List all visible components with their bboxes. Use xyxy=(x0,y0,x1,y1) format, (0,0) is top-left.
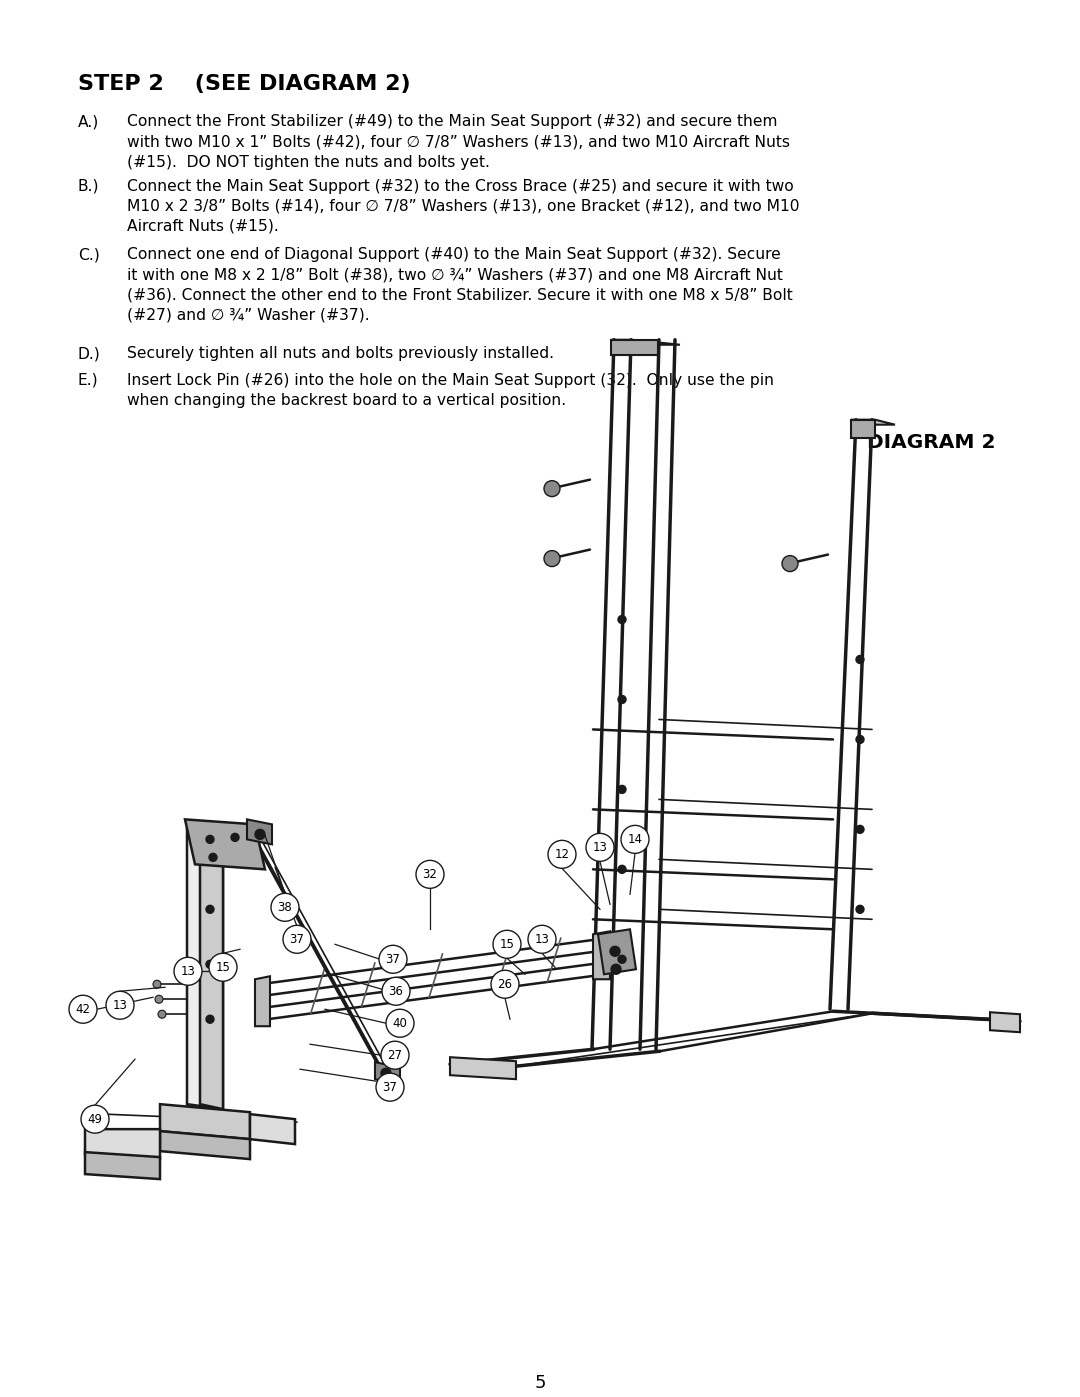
Circle shape xyxy=(156,995,163,1003)
Text: B.): B.) xyxy=(78,179,99,194)
Text: 42: 42 xyxy=(76,1003,91,1016)
Circle shape xyxy=(610,946,620,957)
Circle shape xyxy=(544,550,561,567)
Text: STEP 2    (SEE DIAGRAM 2): STEP 2 (SEE DIAGRAM 2) xyxy=(78,74,410,94)
Polygon shape xyxy=(85,1129,160,1160)
Circle shape xyxy=(153,981,161,988)
Text: 13: 13 xyxy=(593,841,607,854)
Polygon shape xyxy=(851,419,875,437)
Circle shape xyxy=(618,785,626,793)
Text: 37: 37 xyxy=(382,1081,397,1094)
Polygon shape xyxy=(85,1153,160,1179)
Text: 36: 36 xyxy=(389,985,404,997)
Text: 37: 37 xyxy=(289,933,305,946)
Text: 14: 14 xyxy=(627,833,643,845)
Circle shape xyxy=(376,1073,404,1101)
Polygon shape xyxy=(990,1013,1020,1032)
Polygon shape xyxy=(200,830,222,1109)
Circle shape xyxy=(611,964,621,974)
Text: A.): A.) xyxy=(78,115,99,130)
Circle shape xyxy=(618,616,626,623)
Circle shape xyxy=(210,953,237,981)
Circle shape xyxy=(782,556,798,571)
Text: 12: 12 xyxy=(554,848,569,861)
Circle shape xyxy=(381,1069,391,1078)
Circle shape xyxy=(386,1009,414,1037)
Circle shape xyxy=(231,834,239,841)
Text: 15: 15 xyxy=(216,961,230,974)
Circle shape xyxy=(379,946,407,974)
Polygon shape xyxy=(187,830,200,1104)
Text: 37: 37 xyxy=(386,953,401,965)
Polygon shape xyxy=(187,830,222,1109)
Circle shape xyxy=(382,978,410,1006)
Text: 32: 32 xyxy=(422,868,437,882)
Circle shape xyxy=(210,854,217,862)
Circle shape xyxy=(528,925,556,953)
Circle shape xyxy=(206,835,214,844)
Polygon shape xyxy=(611,339,680,345)
Circle shape xyxy=(491,971,519,999)
Circle shape xyxy=(856,826,864,834)
Text: 13: 13 xyxy=(112,999,127,1011)
Text: Connect one end of Diagonal Support (#40) to the Main Seat Support (#32). Secure: Connect one end of Diagonal Support (#40… xyxy=(127,247,793,323)
Circle shape xyxy=(618,956,626,964)
Polygon shape xyxy=(185,820,265,869)
Circle shape xyxy=(416,861,444,888)
Circle shape xyxy=(492,930,521,958)
Text: 13: 13 xyxy=(535,933,550,946)
Text: C.): C.) xyxy=(78,247,99,263)
Text: 49: 49 xyxy=(87,1112,103,1126)
Polygon shape xyxy=(160,1132,249,1160)
Polygon shape xyxy=(593,932,610,979)
Polygon shape xyxy=(611,339,658,355)
Circle shape xyxy=(271,893,299,921)
Text: Connect the Front Stabilizer (#49) to the Main Seat Support (#32) and secure the: Connect the Front Stabilizer (#49) to th… xyxy=(127,115,791,169)
Text: 13: 13 xyxy=(180,965,195,978)
Polygon shape xyxy=(375,1062,400,1085)
Circle shape xyxy=(856,735,864,743)
Text: D.): D.) xyxy=(78,346,100,362)
Circle shape xyxy=(206,855,214,863)
Circle shape xyxy=(206,905,214,914)
Text: 26: 26 xyxy=(498,978,513,990)
Circle shape xyxy=(255,830,265,840)
Polygon shape xyxy=(255,977,270,1027)
Polygon shape xyxy=(249,1115,295,1144)
Circle shape xyxy=(856,655,864,664)
Polygon shape xyxy=(160,1104,249,1139)
Circle shape xyxy=(174,957,202,985)
Text: E.): E.) xyxy=(78,373,98,388)
Text: DIAGRAM 2: DIAGRAM 2 xyxy=(867,433,996,451)
Polygon shape xyxy=(450,1058,516,1078)
Circle shape xyxy=(206,1016,214,1023)
Polygon shape xyxy=(598,929,636,974)
Circle shape xyxy=(158,1010,166,1018)
Circle shape xyxy=(544,481,561,496)
Circle shape xyxy=(618,696,626,704)
Polygon shape xyxy=(851,419,895,425)
Circle shape xyxy=(621,826,649,854)
Text: Insert Lock Pin (#26) into the hole on the Main Seat Support (32).  Only use the: Insert Lock Pin (#26) into the hole on t… xyxy=(127,373,774,408)
Text: 27: 27 xyxy=(388,1049,403,1062)
Text: 5: 5 xyxy=(535,1375,545,1391)
Circle shape xyxy=(81,1105,109,1133)
Circle shape xyxy=(381,1041,409,1069)
Text: 15: 15 xyxy=(500,937,514,951)
Circle shape xyxy=(856,905,864,914)
Circle shape xyxy=(618,865,626,873)
Circle shape xyxy=(586,834,615,862)
Text: 38: 38 xyxy=(278,901,293,914)
Circle shape xyxy=(283,925,311,953)
Circle shape xyxy=(69,995,97,1023)
Text: 40: 40 xyxy=(392,1017,407,1030)
Circle shape xyxy=(548,841,576,869)
Circle shape xyxy=(206,960,214,968)
Circle shape xyxy=(106,992,134,1020)
Text: Securely tighten all nuts and bolts previously installed.: Securely tighten all nuts and bolts prev… xyxy=(127,346,554,362)
Text: Connect the Main Seat Support (#32) to the Cross Brace (#25) and secure it with : Connect the Main Seat Support (#32) to t… xyxy=(127,179,800,233)
Polygon shape xyxy=(247,820,272,844)
